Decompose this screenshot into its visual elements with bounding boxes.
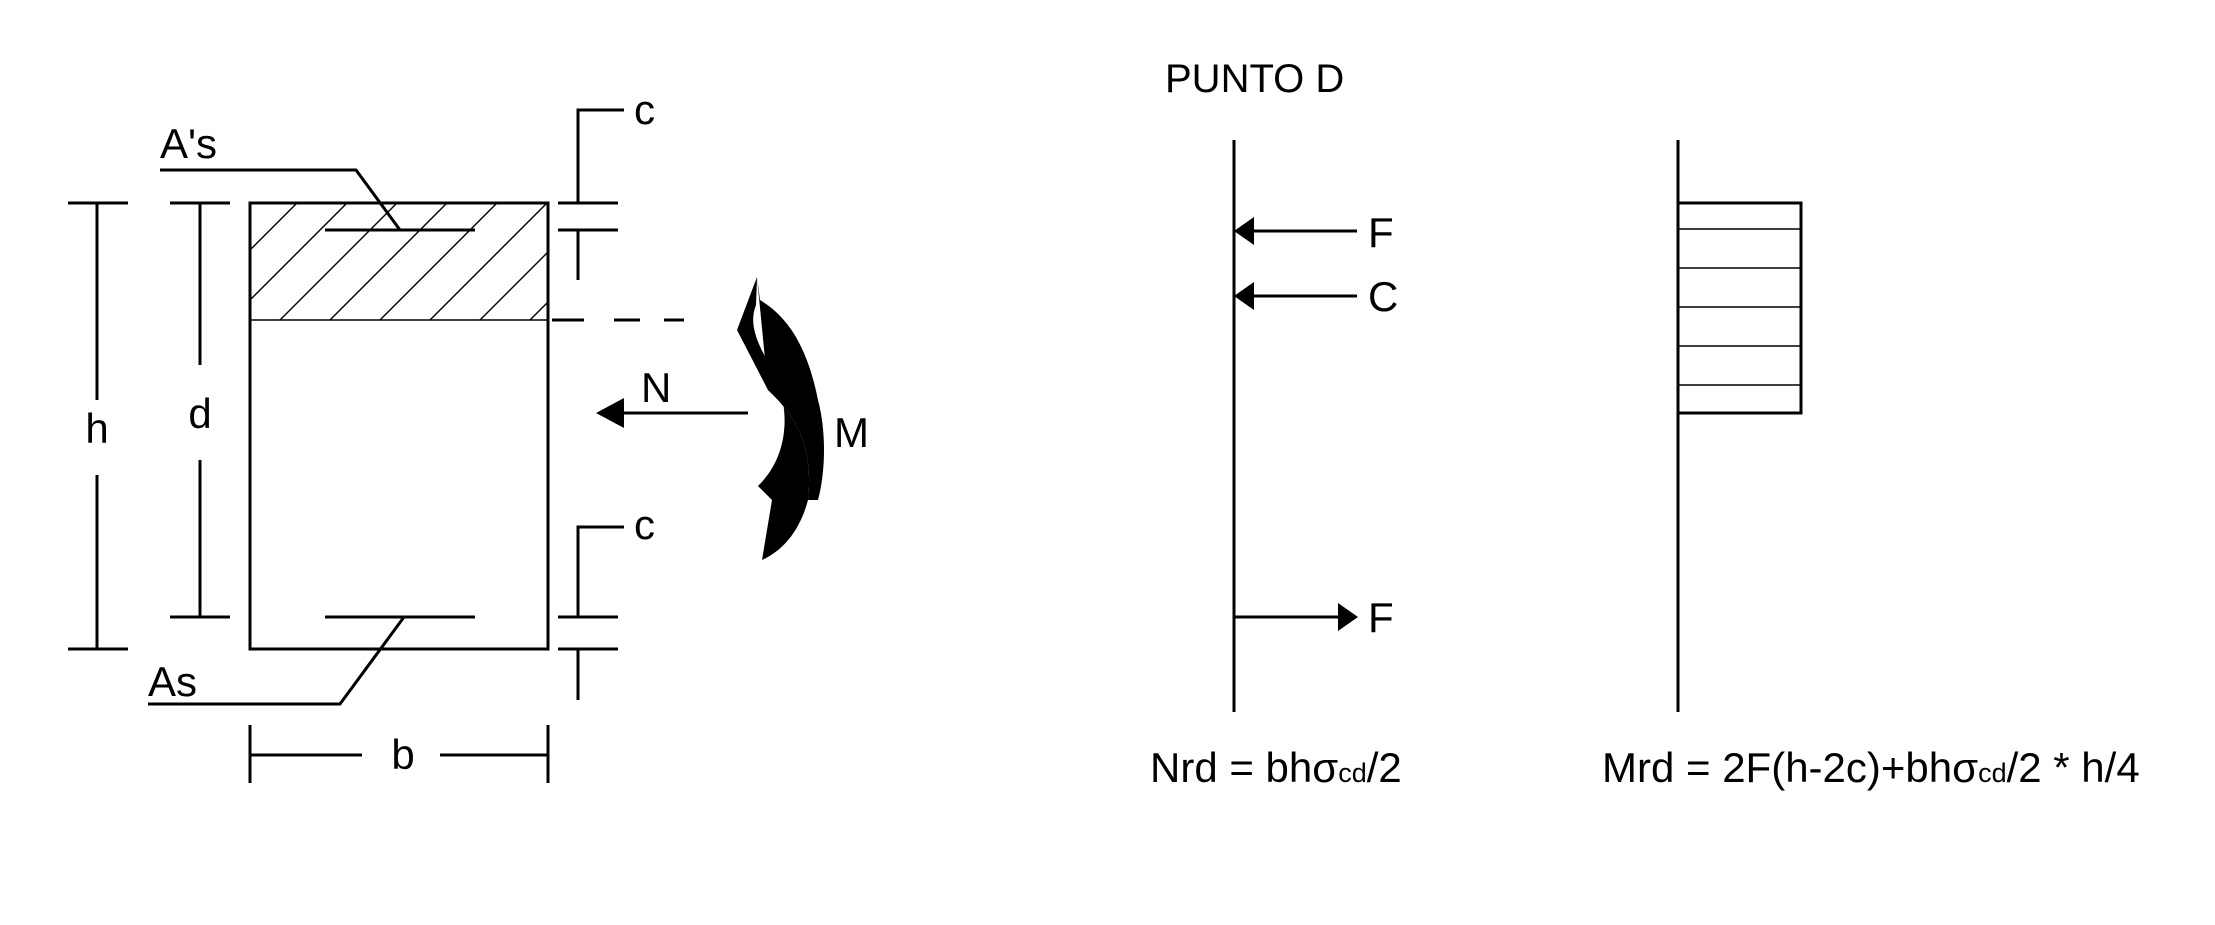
f-bottom-label: F <box>1368 594 1394 641</box>
cross-section: A's As h d b <box>68 86 684 783</box>
f-top-label: F <box>1368 209 1394 256</box>
section-outline <box>248 201 550 651</box>
b-label: b <box>391 731 414 778</box>
b-dimension <box>248 725 550 783</box>
c-top-label: c <box>634 86 655 133</box>
stress-block-hatch <box>1678 228 1801 386</box>
stress-diagram <box>1676 140 1803 712</box>
h-label: h <box>85 405 108 452</box>
a-s-leader <box>148 616 406 706</box>
c-bottom-dimension <box>558 525 624 700</box>
nrd-formula: Nrd = bhσcd/2 <box>1150 744 1402 791</box>
d-dimension <box>170 201 230 619</box>
c-force-label: C <box>1368 273 1398 320</box>
mrd-formula: Mrd = 2F(h-2c)+bhσcd/2 * h/4 <box>1602 744 2140 791</box>
c-top-dimension <box>558 108 624 280</box>
h-dimension <box>68 201 128 651</box>
moment-curved-arrow-icon <box>737 277 810 560</box>
moment-curved-arrow-head <box>757 277 824 500</box>
m-label: M <box>834 409 869 456</box>
a-s-prime-leader <box>160 168 402 231</box>
axial-force-arrowhead <box>596 398 624 428</box>
d-label: d <box>188 390 211 437</box>
n-label: N <box>641 364 671 411</box>
applied-loads: N M <box>596 277 869 560</box>
a-s-label: As <box>148 658 197 705</box>
diagram-title: PUNTO D <box>1165 57 1344 101</box>
compression-zone-hatch <box>250 203 548 320</box>
stress-block <box>1676 201 1803 415</box>
a-s-prime-label: A's <box>160 120 217 167</box>
top-steel-force-arrowhead <box>1234 217 1254 245</box>
bottom-steel-force-arrowhead <box>1338 603 1358 631</box>
concrete-force-arrowhead <box>1234 282 1254 310</box>
c-bottom-label: c <box>634 501 655 548</box>
force-diagram: F C F <box>1232 140 1398 712</box>
